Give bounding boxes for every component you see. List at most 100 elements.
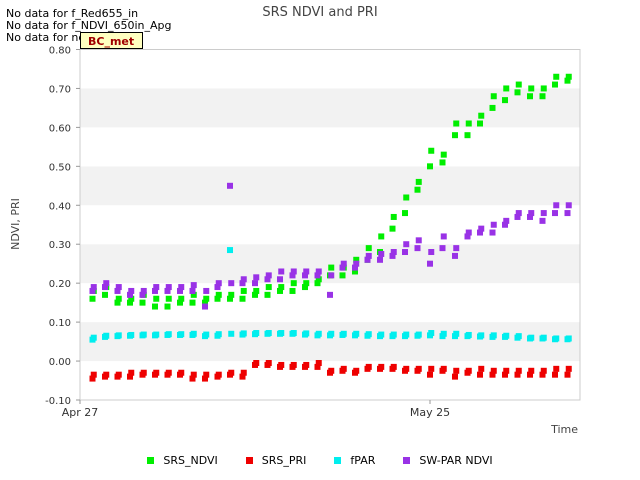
point-srs-pri (314, 363, 321, 370)
point-srs-pri (452, 373, 458, 380)
point-fpar (278, 330, 285, 337)
point-sw-par-ndvi (502, 221, 508, 228)
x-tick-label: Apr 27 (62, 406, 99, 419)
point-sw-par-ndvi (328, 272, 335, 279)
point-sw-par-ndvi (239, 280, 246, 287)
point-srs-ndvi (528, 85, 535, 92)
point-sw-par-ndvi (477, 229, 483, 236)
point-srs-ndvi (428, 147, 435, 154)
point-srs-pri (239, 373, 246, 380)
point-sw-par-ndvi (115, 284, 122, 291)
point-sw-par-ndvi (489, 229, 496, 236)
point-sw-par-ndvi (439, 245, 446, 252)
point-srs-ndvi (177, 299, 183, 306)
point-srs-pri (265, 360, 272, 367)
point-srs-pri (478, 365, 485, 372)
legend-label: SW-PAR NDVI (419, 454, 493, 467)
point-srs-pri (390, 363, 397, 370)
point-srs-pri (203, 371, 210, 378)
point-srs-ndvi (102, 291, 108, 298)
point-srs-ndvi (253, 287, 260, 294)
point-srs-ndvi (553, 73, 560, 80)
point-sw-par-ndvi (390, 249, 397, 256)
point-srs-pri (552, 371, 558, 378)
point-srs-pri (278, 361, 285, 368)
point-srs-ndvi (540, 85, 547, 92)
point-srs-ndvi (552, 81, 558, 88)
point-srs-ndvi (378, 233, 385, 240)
point-sw-par-ndvi (352, 264, 358, 271)
point-fpar (540, 334, 547, 341)
point-sw-par-ndvi (303, 268, 310, 275)
point-srs-ndvi (303, 280, 310, 287)
point-srs-ndvi (278, 284, 285, 291)
point-srs-ndvi (178, 295, 185, 302)
point-sw-par-ndvi (102, 284, 108, 291)
point-sw-par-ndvi (264, 276, 271, 283)
legend-label: SRS_PRI (261, 454, 307, 467)
no-data-message: No data for ndvi (6, 31, 95, 44)
point-srs-pri (440, 365, 447, 372)
point-srs-ndvi (365, 245, 372, 252)
chart-title: SRS NDVI and PRI (262, 5, 377, 20)
legend-label: SRS_NDVI (163, 454, 218, 467)
point-fpar (315, 330, 322, 337)
point-fpar (128, 331, 135, 338)
point-srs-ndvi (227, 295, 233, 302)
point-srs-pri (515, 367, 522, 374)
point-srs-ndvi (153, 295, 160, 302)
point-srs-ndvi (389, 225, 396, 232)
point-fpar (90, 334, 97, 341)
point-sw-par-ndvi (277, 276, 283, 283)
grid-band (80, 166, 580, 206)
point-srs-ndvi (415, 178, 422, 185)
point-sw-par-ndvi (278, 268, 285, 275)
legend-swatch (147, 457, 155, 464)
point-srs-ndvi (202, 299, 208, 306)
point-srs-pri (540, 367, 547, 374)
point-srs-pri (353, 367, 360, 374)
point-sw-par-ndvi (428, 249, 435, 256)
point-srs-ndvi (465, 120, 472, 127)
legend-item-sw-par-ndvi: SW-PAR NDVI (403, 454, 493, 467)
point-sw-par-ndvi (314, 272, 321, 279)
point-srs-ndvi (439, 159, 446, 166)
point-srs-pri (503, 367, 510, 374)
point-fpar (390, 331, 397, 338)
point-srs-pri (115, 371, 122, 378)
point-srs-pri (215, 371, 222, 378)
point-srs-ndvi (502, 97, 508, 104)
point-sw-par-ndvi (365, 252, 372, 259)
point-srs-pri (178, 369, 185, 376)
point-srs-ndvi (503, 85, 510, 92)
point-srs-pri (403, 365, 410, 372)
point-sw-par-ndvi (164, 287, 171, 294)
point-sw-par-ndvi (540, 210, 547, 217)
x-axis-label: Time (550, 423, 578, 436)
point-srs-ndvi (265, 284, 272, 291)
point-sw-par-ndvi (490, 221, 497, 228)
point-sw-par-ndvi (403, 241, 410, 248)
grid-band (80, 361, 580, 400)
point-srs-pri (128, 369, 135, 376)
point-sw-par-ndvi (514, 213, 521, 220)
point-fpar (190, 330, 197, 337)
legend-item-fpar: fPAR (334, 454, 375, 467)
point-sw-par-ndvi (214, 284, 221, 291)
point-sw-par-ndvi (452, 252, 458, 259)
point-srs-pri (514, 371, 521, 378)
point-srs-pri (103, 371, 110, 378)
point-srs-ndvi (128, 295, 135, 302)
point-fpar (503, 332, 510, 339)
point-srs-ndvi (403, 194, 410, 201)
point-sw-par-ndvi (340, 260, 347, 267)
point-srs-pri (490, 367, 497, 374)
point-sw-par-ndvi (140, 287, 147, 294)
point-fpar (253, 330, 260, 337)
point-srs-pri (240, 369, 247, 376)
point-srs-ndvi (427, 163, 433, 170)
point-sw-par-ndvi (453, 245, 460, 252)
point-fpar (140, 331, 147, 338)
point-srs-ndvi (239, 295, 246, 302)
point-srs-pri (328, 367, 335, 374)
